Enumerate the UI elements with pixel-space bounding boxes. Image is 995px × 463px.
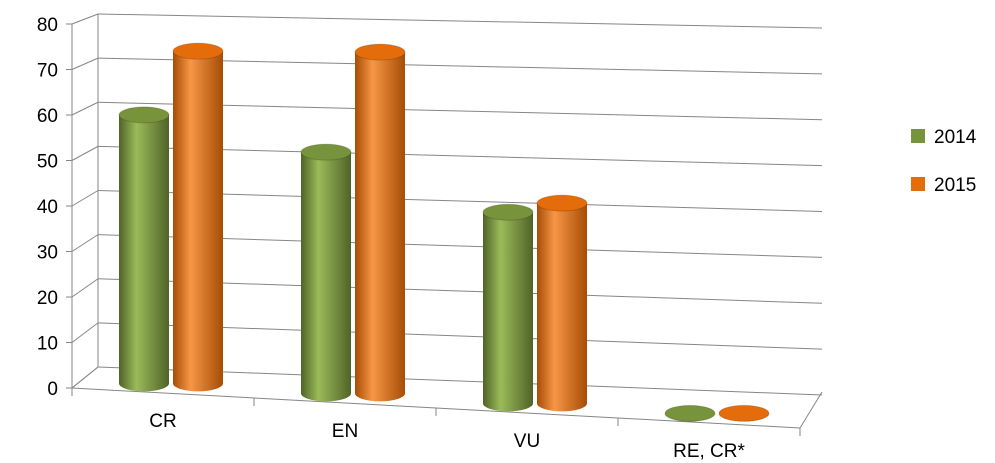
gridline xyxy=(97,13,823,29)
bar-top xyxy=(118,106,170,124)
bar-top xyxy=(482,203,534,221)
legend-swatch xyxy=(911,177,925,191)
y-tick-label: 70 xyxy=(37,61,58,82)
y-tick-label: 0 xyxy=(47,379,58,400)
grid-wall-line xyxy=(71,13,99,25)
y-tick-label: 20 xyxy=(37,288,58,309)
bar-body xyxy=(355,52,405,402)
bar-top xyxy=(664,404,716,422)
bar xyxy=(300,143,352,402)
bar-top xyxy=(718,404,770,422)
bar-body xyxy=(301,152,351,402)
grid-wall-line xyxy=(71,278,99,298)
grid-wall-line xyxy=(71,101,99,116)
bars xyxy=(118,42,770,422)
bar xyxy=(536,194,588,412)
legend-label: 2014 xyxy=(934,127,977,148)
bar xyxy=(354,43,406,402)
y-tick-label: 50 xyxy=(37,152,58,173)
bar-top xyxy=(172,42,224,60)
y-tick-label: 10 xyxy=(37,334,58,355)
grid-wall-line xyxy=(71,57,99,70)
bar xyxy=(172,42,224,392)
bar xyxy=(118,106,170,392)
floor-right-edge xyxy=(799,391,823,429)
bar-top xyxy=(354,43,406,61)
grid-wall-line xyxy=(71,190,99,207)
legend: 2014 2015 xyxy=(911,127,977,196)
bar-body xyxy=(173,51,223,392)
grid-wall-line xyxy=(71,145,99,161)
x-tick-label: VU xyxy=(514,431,540,452)
y-tick-label: 80 xyxy=(37,15,58,36)
floor-left-edge xyxy=(71,366,99,389)
x-tick-label: CR xyxy=(149,411,176,432)
legend-label: 2015 xyxy=(934,175,976,196)
legend-swatch xyxy=(911,129,925,143)
bar-top xyxy=(536,194,588,212)
bar-body xyxy=(483,212,533,412)
bar-body xyxy=(537,203,587,412)
bar xyxy=(482,203,534,412)
y-tick-label: 30 xyxy=(37,243,58,264)
grid-wall-line xyxy=(71,234,99,252)
y-tick-label: 40 xyxy=(37,197,58,218)
bar-top xyxy=(300,143,352,161)
bar xyxy=(718,404,770,422)
axes xyxy=(66,14,823,436)
bar-body xyxy=(119,114,169,392)
y-tick-labels: 0 10 20 30 40 50 60 70 80 xyxy=(37,15,58,400)
x-tick-label: EN xyxy=(332,421,358,442)
y-tick-label: 60 xyxy=(37,106,58,127)
bar xyxy=(664,404,716,422)
x-tick-labels: CR EN VU RE, CR* xyxy=(149,411,745,462)
grid-wall-line xyxy=(71,322,99,343)
x-tick-label: RE, CR* xyxy=(673,441,745,462)
